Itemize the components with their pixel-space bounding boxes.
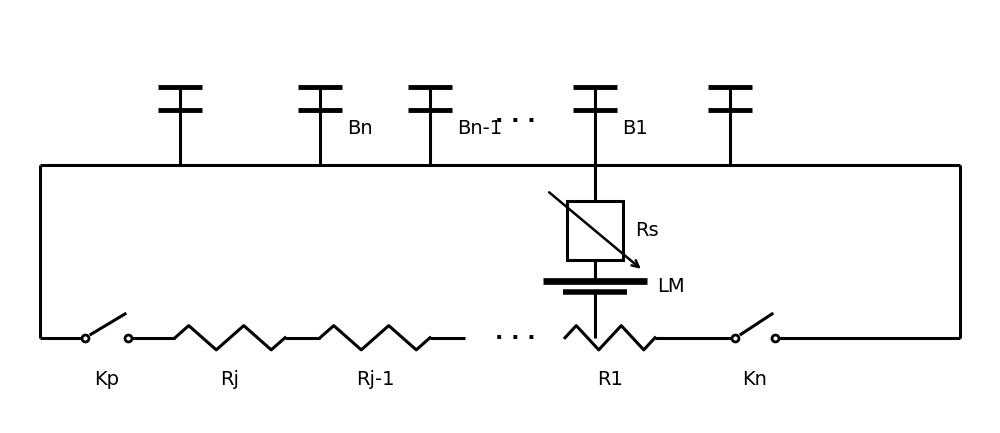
Text: Rj-1: Rj-1 (356, 370, 394, 389)
Text: R1: R1 (597, 370, 623, 389)
Text: Kp: Kp (94, 370, 119, 389)
Bar (567, 201, 623, 260)
Text: Bn-1: Bn-1 (457, 119, 502, 138)
Text: · · ·: · · · (495, 328, 535, 348)
Text: B1: B1 (622, 119, 648, 138)
Text: Rs: Rs (635, 221, 659, 240)
Text: · · ·: · · · (495, 111, 535, 131)
Text: Bn: Bn (347, 119, 373, 138)
Text: LM: LM (657, 278, 685, 296)
Text: Kn: Kn (743, 370, 767, 389)
Text: Rj: Rj (220, 370, 239, 389)
